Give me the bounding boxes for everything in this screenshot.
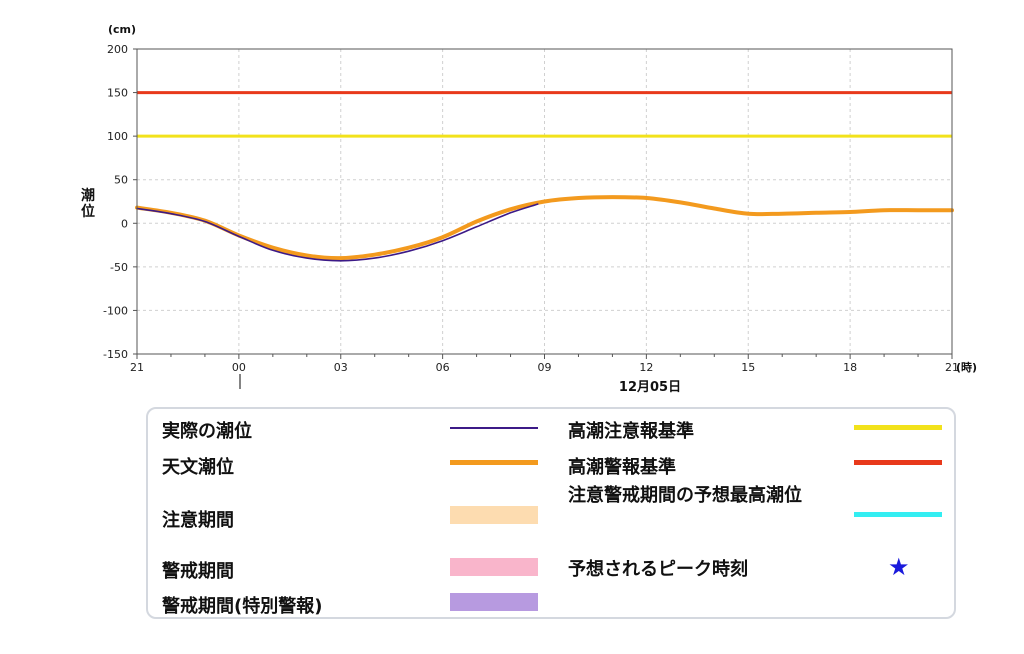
legend-swatch-astronomical (450, 460, 538, 465)
legend-label-peak-time: 予想されるピーク時刻 (568, 559, 748, 580)
legend-swatch-caution-period (450, 506, 538, 524)
x-unit-label: (時) (956, 360, 977, 374)
legend-label-special-warning-period: 警戒期間(特別警報) (162, 596, 323, 617)
date-label: 12月05日 (619, 380, 681, 395)
legend-label-max-forecast: 注意警戒期間の予想最高潮位 (568, 485, 802, 506)
x-tick-label: 18 (843, 361, 857, 374)
x-tick-label: 12 (639, 361, 653, 374)
series-lines (135, 195, 954, 262)
y-tick-label: -50 (110, 261, 128, 274)
legend-label-astronomical: 天文潮位 (162, 457, 234, 478)
y-unit-label: (cm) (108, 23, 136, 36)
x-tick-label: 03 (334, 361, 348, 374)
legend: 実際の潮位 天文潮位 注意期間 警戒期間 警戒期間(特別警報) 高潮注意報基準 … (146, 407, 956, 619)
legend-swatch-warning-level (854, 460, 942, 465)
legend-label-caution-period: 注意期間 (162, 510, 234, 531)
x-tick-label: 09 (538, 361, 552, 374)
x-tick-label: 15 (741, 361, 755, 374)
x-axis-ticks: 21 00 03 06 09 12 15 18 21 (130, 354, 959, 374)
y-tick-label: 0 (121, 217, 128, 230)
y-axis-label: 潮位 (81, 187, 95, 220)
legend-label-observed: 実際の潮位 (162, 421, 252, 442)
y-tick-label: 100 (107, 130, 128, 143)
legend-swatch-special-warning-period (450, 593, 538, 611)
y-tick-label: -150 (103, 348, 128, 361)
legend-swatch-max-forecast (854, 512, 942, 517)
legend-label-warning-period: 警戒期間 (162, 561, 234, 582)
y-tick-label: 50 (114, 174, 128, 187)
x-tick-label: 00 (232, 361, 246, 374)
legend-swatch-observed (450, 427, 538, 429)
legend-label-warning-level: 高潮警報基準 (568, 457, 676, 478)
y-tick-label: 150 (107, 87, 128, 100)
peak-star-icon: ★ (888, 553, 910, 581)
observed-tide-line (136, 203, 539, 262)
threshold-lines (137, 91, 952, 138)
tide-chart: 200 150 100 50 0 -50 -100 -150 21 00 03 06 09 12 15 18… (81, 23, 977, 395)
y-axis-ticks: 200 150 100 50 0 -50 -100 -150 (103, 43, 137, 361)
astronomical-tide-line (135, 195, 954, 261)
legend-label-advisory-level: 高潮注意報基準 (568, 421, 694, 442)
y-tick-label: -100 (103, 304, 128, 317)
x-tick-label: 06 (436, 361, 450, 374)
x-tick-label: 21 (130, 361, 144, 374)
x-tick-label: 21 (945, 361, 959, 374)
legend-swatch-warning-period (450, 558, 538, 576)
legend-swatch-advisory-level (854, 425, 942, 430)
y-tick-label: 200 (107, 43, 128, 56)
